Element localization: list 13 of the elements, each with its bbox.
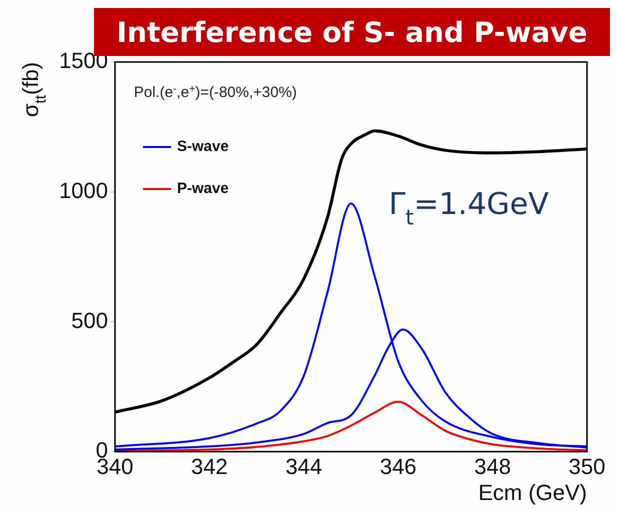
x-tick-label: 342 — [191, 454, 228, 479]
x-tick-label: 350 — [568, 454, 606, 479]
y-axis-title: σtt(fb) — [18, 62, 50, 118]
annotation: Pol.(e-,e+)=(-80%,+30%) — [134, 82, 297, 102]
chart-title: Interference of S- and P-wave — [116, 16, 588, 48]
x-axis-title: Ecm (GeV) — [478, 480, 587, 506]
x-tick-label: 344 — [285, 454, 322, 479]
x-tick-label: 348 — [474, 454, 511, 479]
y-tick-label: 500 — [71, 308, 108, 333]
x-tick-label: 346 — [380, 454, 417, 479]
legend-label: S-wave — [177, 138, 229, 156]
legend-label: P-wave — [177, 180, 229, 198]
y-tick-label: 1000 — [59, 178, 108, 203]
